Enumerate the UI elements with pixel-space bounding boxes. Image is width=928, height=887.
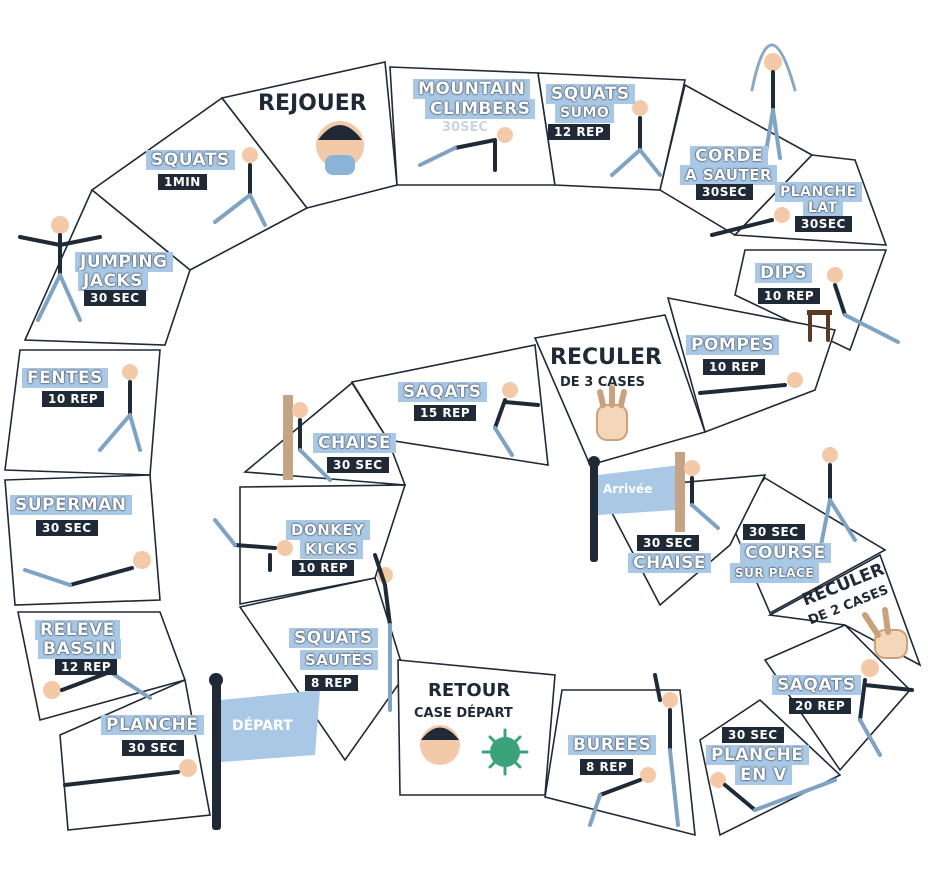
planche-v-sub: 30 SEC: [722, 727, 784, 743]
dips-sub: 10 REP: [758, 288, 821, 304]
fentes-title: FENTES: [22, 368, 108, 388]
virus-icon: [481, 728, 529, 776]
chaise-inner-title: CHAISE: [313, 433, 397, 453]
releve-sub: 12 REP: [55, 659, 118, 675]
figure-burees: [588, 673, 680, 827]
exercise-figures: [18, 43, 914, 827]
face-icon-rejouer: [316, 121, 364, 175]
start-flag-label: DÉPART: [232, 718, 293, 734]
figure-pompes: [698, 372, 803, 395]
chaise-end-sub: 30 SEC: [637, 535, 699, 551]
jumping-sub: 30 SEC: [84, 290, 146, 306]
figure-course: [818, 447, 857, 552]
corde-title-1: CORDE: [690, 146, 769, 166]
superman-sub: 30 SEC: [36, 520, 98, 536]
releve-title-2: BASSIN: [38, 639, 122, 659]
dips-title: DIPS: [755, 263, 813, 283]
figure-dips: [807, 267, 900, 344]
rejouer-title: REJOUER: [258, 91, 367, 116]
releve-title-1: RELEVE: [35, 620, 120, 640]
mountain-sub: 30SEC: [442, 120, 488, 135]
squats-sautes-sub: 8 REP: [305, 675, 359, 691]
donkey-title-2: KICKS: [300, 539, 364, 559]
figure-planche: [63, 759, 197, 787]
figure-saqats-20: [858, 659, 914, 757]
figure-planche-en-v: [710, 772, 837, 812]
course-sub: 30 SEC: [743, 524, 805, 540]
course-title-1: COURSE: [740, 543, 831, 563]
mountain-title-1: MOUNTAIN: [413, 79, 531, 99]
figure-fentes: [98, 364, 142, 452]
start-flag: [209, 673, 320, 830]
figure-squats-sumo: [610, 100, 662, 177]
retour-sub: CASE DÉPART: [414, 706, 513, 721]
finish-flag: [588, 456, 680, 562]
saqats-15-sub: 15 REP: [414, 405, 477, 421]
pompes-title: POMPES: [686, 335, 780, 355]
figure-squats: [213, 147, 267, 227]
burees-sub: 8 REP: [580, 759, 634, 775]
fentes-sub: 10 REP: [42, 391, 105, 407]
three-fingers-icon: [596, 385, 628, 441]
superman-title: SUPERMAN: [10, 495, 132, 515]
planche-v-title-1: PLANCHE: [706, 745, 809, 765]
face-icon-retour: [420, 725, 460, 765]
chaise-inner-sub: 30 SEC: [327, 457, 389, 473]
planche-lat-title-1: PLANCHE: [775, 182, 862, 202]
planche-sub: 30 SEC: [122, 740, 184, 756]
figure-planche-lat: [710, 207, 790, 237]
pompes-sub: 10 REP: [703, 359, 766, 375]
squats-sumo-title-2: SUMO: [555, 103, 615, 123]
retour-title: RETOUR: [428, 680, 511, 701]
squats-sautes-title-1: SQUATS: [289, 628, 378, 648]
jumping-title-2: JACKS: [78, 271, 148, 291]
figure-mountain-climbers: [418, 127, 513, 172]
planche-lat-sub: 30SEC: [795, 216, 852, 232]
squats-sumo-title-1: SQUATS: [546, 84, 635, 104]
figure-superman: [23, 551, 151, 587]
planche-title: PLANCHE: [101, 715, 204, 735]
reculer-3-title: RECULER: [550, 345, 662, 370]
figure-chaise-inner: [283, 395, 332, 482]
donkey-sub: 10 REP: [292, 560, 355, 576]
corde-sub: 30SEC: [696, 184, 753, 200]
figure-chaise-end: [675, 452, 720, 532]
corde-title-2: A SAUTER: [680, 165, 777, 185]
donkey-title-1: DONKEY: [286, 520, 370, 540]
figure-donkey-kicks: [213, 518, 293, 572]
squats-sautes-title-2: SAUTÉS: [300, 650, 379, 670]
two-fingers-icon: [862, 607, 908, 659]
reculer-3-sub: DE 3 CASES: [560, 375, 645, 390]
burees-title: BUREES: [568, 735, 657, 755]
course-title-2: SUR PLACE: [730, 563, 820, 583]
figure-jumping-jacks: [18, 216, 102, 322]
squats-1min-sub: 1MIN: [158, 174, 207, 190]
saqats-20-title: SAQATS: [772, 675, 861, 695]
saqats-15-title: SAQATS: [398, 382, 487, 402]
squats-1min-title: SQUATS: [146, 150, 235, 170]
figure-squats-sautes: [373, 553, 393, 712]
squats-sumo-sub: 12 REP: [548, 124, 611, 140]
planche-lat-title-2: LAT: [803, 198, 843, 218]
finish-flag-label: Arrivée: [603, 482, 653, 496]
jumping-title-1: JUMPING: [75, 252, 173, 272]
mountain-title-2: CLIMBERS: [425, 99, 536, 119]
figure-squats-15: [493, 382, 540, 457]
saqats-20-sub: 20 REP: [789, 698, 852, 714]
chaise-end-title: CHAISE: [628, 553, 712, 573]
planche-v-title-2: EN V: [735, 765, 792, 785]
tile-reculer-3[interactable]: [533, 314, 707, 466]
figure-releve-bassin: [43, 670, 152, 700]
